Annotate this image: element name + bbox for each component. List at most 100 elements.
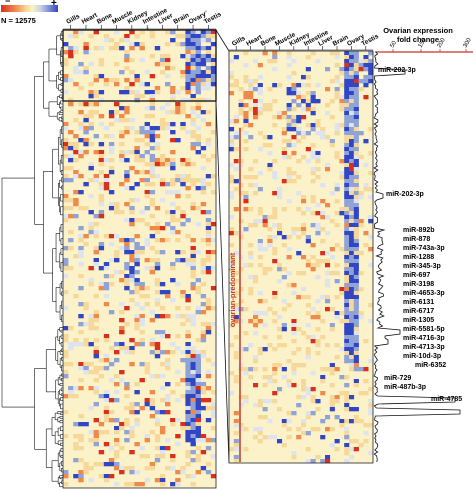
left-cell [93, 90, 99, 95]
left-cell [63, 362, 69, 367]
right-cell [253, 427, 259, 432]
left-cell [195, 418, 201, 423]
left-cell [180, 162, 186, 167]
left-cell [170, 158, 176, 163]
left-cell [185, 162, 191, 167]
left-cell [98, 142, 105, 147]
right-cell [353, 279, 359, 284]
right-cell [262, 435, 268, 440]
left-cell [103, 442, 110, 447]
right-cell [243, 195, 249, 200]
left-cell [195, 406, 201, 411]
right-cell [257, 299, 263, 304]
right-cell [233, 179, 239, 184]
left-cell [93, 370, 99, 375]
left-cell [134, 286, 140, 291]
left-cell [98, 198, 105, 203]
left-cell [205, 386, 212, 391]
left-cell [119, 422, 125, 427]
left-cell [159, 58, 166, 63]
right-cell [291, 119, 297, 124]
left-cell [200, 334, 207, 339]
left-cell [205, 438, 212, 443]
mirna-label: miR-10d-3p [403, 353, 441, 360]
right-cell [325, 367, 331, 372]
left-cell [134, 198, 140, 203]
left-cell [165, 398, 171, 403]
left-cell [93, 150, 99, 155]
right-cell [353, 171, 359, 176]
left-cell [200, 54, 207, 59]
left-cell [149, 202, 156, 207]
left-cell [205, 266, 212, 271]
left-cell [175, 442, 181, 447]
right-cell [329, 383, 335, 388]
left-cell [78, 62, 84, 67]
left-cell [93, 354, 99, 359]
right-cell [344, 395, 350, 400]
right-cell [305, 355, 311, 360]
right-cell [325, 283, 331, 288]
left-cell [73, 434, 79, 439]
left-cell [185, 378, 191, 383]
right-cell [253, 355, 259, 360]
left-cell [68, 346, 74, 351]
left-cell [190, 266, 196, 271]
left-cell [175, 206, 181, 211]
left-cell [149, 130, 156, 135]
right-cell [353, 231, 359, 236]
right-cell [349, 63, 355, 68]
right-cell [320, 335, 326, 340]
left-cell [149, 174, 156, 179]
right-cell [233, 375, 239, 380]
left-cell [83, 306, 89, 311]
left-cell [205, 142, 212, 147]
right-cell [262, 375, 268, 380]
left-cell [73, 70, 79, 75]
right-cell [238, 347, 244, 352]
left-cell [139, 362, 145, 367]
right-cell [253, 79, 259, 84]
left-cell [170, 166, 176, 171]
left-cell [149, 126, 156, 131]
left-cell [98, 210, 105, 215]
left-cell [180, 222, 186, 227]
left-cell [159, 474, 166, 479]
left-cell [210, 42, 217, 47]
left-cell [195, 46, 201, 51]
right-cell [334, 399, 340, 404]
left-cell [98, 282, 105, 287]
left-cell [83, 362, 89, 367]
left-cell [144, 106, 150, 111]
left-cell [205, 78, 212, 83]
left-cell [190, 118, 196, 123]
left-cell [159, 430, 166, 435]
right-cell [353, 291, 359, 296]
right-cell [229, 343, 235, 348]
right-cell [344, 459, 350, 464]
left-cell [149, 54, 156, 59]
left-cell [103, 262, 110, 267]
right-cell [243, 119, 249, 124]
right-cell [281, 307, 287, 312]
left-cell [134, 158, 140, 163]
left-cell [185, 306, 191, 311]
right-cell [248, 95, 254, 100]
right-cell [334, 311, 340, 316]
left-cell [200, 154, 207, 159]
left-cell [103, 34, 110, 39]
left-cell [134, 218, 140, 223]
left-cell [210, 438, 217, 443]
left-cell [114, 462, 120, 467]
left-cell [180, 122, 186, 127]
right-cell [320, 419, 326, 424]
right-cell [301, 83, 307, 88]
right-cell [267, 87, 273, 92]
left-cell [210, 286, 217, 291]
left-cell [78, 262, 84, 267]
left-cell [68, 214, 74, 219]
left-cell [200, 118, 207, 123]
right-cell [349, 263, 355, 268]
right-cell [233, 131, 239, 136]
right-cell [344, 343, 350, 348]
